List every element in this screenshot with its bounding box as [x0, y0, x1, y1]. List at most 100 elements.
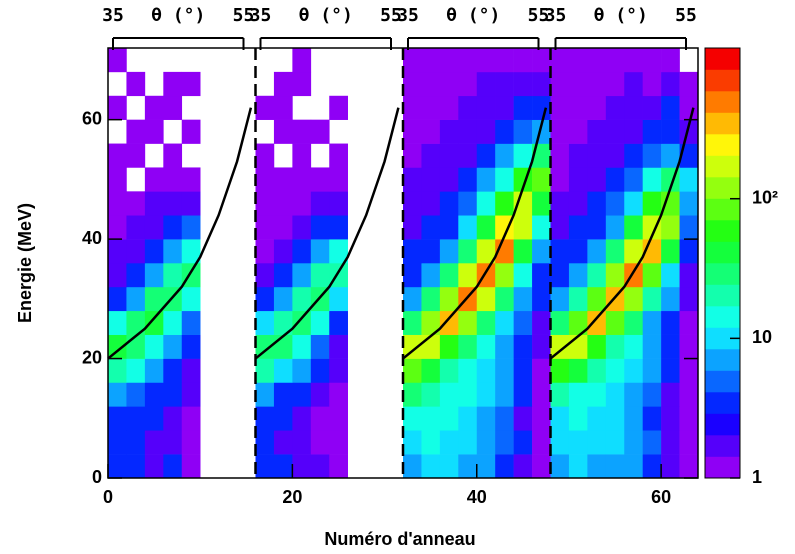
heatmap-cell	[181, 71, 201, 97]
colorbar-step	[705, 327, 740, 350]
heatmap-cell	[624, 215, 643, 240]
heatmap-cell	[513, 215, 533, 240]
heatmap-cell	[292, 382, 312, 407]
heatmap-cell	[163, 406, 183, 431]
heatmap-cell	[624, 406, 643, 431]
heatmap-cell	[144, 358, 164, 383]
heatmap-cell	[458, 406, 478, 431]
heatmap-cell	[403, 406, 422, 431]
heatmap-cell	[458, 430, 478, 455]
heatmap-cell	[273, 382, 293, 407]
curve	[549, 107, 695, 360]
heatmap-cell	[679, 215, 699, 240]
heatmap-cell	[624, 382, 643, 407]
heatmap-cell	[200, 382, 219, 406]
heatmap-cell	[200, 72, 219, 96]
heatmap-cell	[385, 406, 404, 430]
heatmap-cell	[108, 143, 127, 168]
heatmap-cell	[144, 215, 164, 240]
heatmap-cell	[532, 48, 551, 73]
heatmap-cell	[255, 382, 275, 407]
heatmap-cell	[550, 430, 570, 455]
heatmap-cell	[255, 310, 275, 335]
heatmap-cell	[513, 430, 533, 455]
heatmap-cell	[181, 358, 201, 383]
heatmap-cell	[495, 382, 514, 407]
heatmap-cell	[605, 119, 625, 144]
heatmap-cell	[385, 430, 404, 454]
heatmap-cell	[108, 215, 127, 240]
heatmap-cell	[181, 239, 201, 264]
heatmap-cell	[292, 430, 312, 455]
heatmap-cell	[273, 358, 293, 383]
heatmap-cell	[476, 406, 496, 431]
heatmap-cell	[568, 406, 588, 431]
heatmap-cell	[348, 120, 367, 144]
heatmap-cell	[458, 167, 478, 192]
heatmap-cell	[605, 334, 625, 359]
heatmap-cell	[513, 239, 533, 264]
heatmap-cell	[348, 382, 367, 406]
heatmap-cell	[513, 263, 533, 288]
heatmap-cell	[642, 334, 662, 359]
heatmap-cell	[568, 167, 588, 192]
heatmap-cell	[329, 120, 348, 144]
heatmap-cell	[273, 215, 293, 240]
heatmap-cell	[495, 215, 514, 240]
heatmap-cell	[421, 382, 441, 407]
heatmap-cell	[568, 430, 588, 455]
heatmap-cell	[532, 263, 551, 288]
heatmap-cell	[237, 239, 256, 263]
heatmap-cell	[421, 430, 441, 455]
heatmap-cell	[292, 191, 312, 216]
heatmap-cell	[605, 263, 625, 288]
heatmap-cell	[163, 215, 183, 240]
heatmap-cell	[532, 143, 551, 168]
heatmap-cell	[237, 430, 256, 454]
heatmap-cell	[366, 239, 385, 263]
heatmap-cell	[329, 48, 348, 72]
heatmap-cell	[181, 310, 201, 335]
heatmap-cell	[108, 167, 127, 192]
heatmap-cell	[256, 48, 275, 72]
heatmap-cell	[200, 144, 219, 168]
heatmap-cell	[587, 71, 607, 97]
heatmap-cell	[219, 239, 238, 263]
heatmap-cell	[532, 215, 551, 240]
colorbar-step	[705, 198, 740, 221]
heatmap-cell	[237, 215, 256, 239]
heatmap-cell	[256, 120, 275, 144]
heatmap-cell	[439, 167, 459, 192]
heatmap-cell	[679, 454, 699, 479]
heatmap-cell	[680, 48, 699, 72]
x-axis-title: Numéro d'anneau	[324, 529, 475, 549]
heatmap-cell	[439, 382, 459, 407]
heatmap-cell	[255, 143, 275, 168]
heatmap-cell	[144, 239, 164, 264]
heatmap-cell	[568, 191, 588, 216]
heatmap-cell	[385, 311, 404, 335]
plot-frame	[107, 47, 699, 479]
heatmap-cell	[292, 406, 312, 431]
heatmap-cell	[366, 48, 385, 72]
heatmap-cell	[255, 263, 275, 288]
heatmap-cell	[661, 406, 680, 431]
heatmap-cell	[200, 454, 219, 478]
heatmap-cell	[348, 311, 367, 335]
heatmap-cell	[587, 95, 607, 120]
heatmap-cell	[366, 430, 385, 454]
heatmap-cell	[237, 454, 256, 478]
heatmap-cell	[219, 120, 238, 144]
heatmap-cell	[439, 71, 459, 97]
heatmap-cell	[200, 263, 219, 287]
heatmap-cell	[385, 382, 404, 406]
heatmap-cell	[532, 191, 551, 216]
heatmap-cell	[200, 311, 219, 335]
heatmap-cell	[182, 96, 201, 120]
heatmap-cell	[568, 382, 588, 407]
heatmap-cell	[237, 311, 256, 335]
heatmap-cell	[421, 334, 441, 359]
heatmap-cell	[421, 358, 441, 383]
heatmap-cell	[219, 382, 238, 406]
heatmap-cell	[458, 143, 478, 168]
